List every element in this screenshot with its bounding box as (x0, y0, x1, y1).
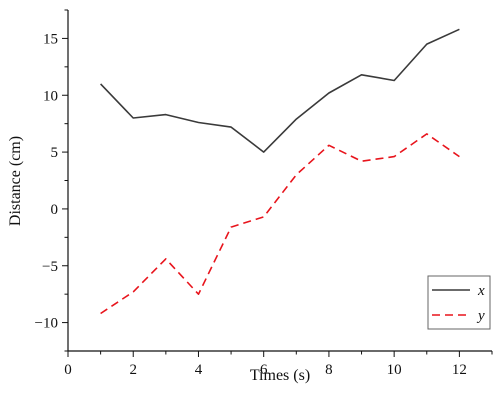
y-tick-label: 10 (43, 88, 58, 104)
y-tick-label: 5 (51, 145, 59, 161)
series-line-x (100, 28, 460, 153)
legend-box (427, 275, 491, 330)
y-axis-title: Distance (cm) (7, 136, 24, 226)
ticks: 0 2 4 6 8 10 12 15 10 5 0 −5 −10 (35, 9, 493, 378)
x-tick-label: 10 (387, 362, 402, 378)
x-axis-title: Times (s) (250, 367, 310, 384)
y-tick-label: 15 (43, 31, 58, 47)
legend: x y (427, 275, 491, 330)
y-tick-label: 0 (51, 202, 59, 218)
y-tick-label: −5 (42, 259, 58, 275)
y-tick-label: −10 (35, 316, 58, 332)
series-line-y (100, 133, 460, 315)
x-tick-label: 4 (195, 362, 203, 378)
x-tick-label: 8 (325, 362, 333, 378)
x-tick-label: 2 (129, 362, 137, 378)
x-tick-label: 6 (260, 362, 268, 378)
legend-label-y: y (476, 308, 485, 324)
legend-label-x: x (477, 283, 485, 299)
x-tick-label: 0 (64, 362, 72, 378)
series-lines (100, 28, 460, 315)
x-tick-label: 12 (452, 362, 467, 378)
